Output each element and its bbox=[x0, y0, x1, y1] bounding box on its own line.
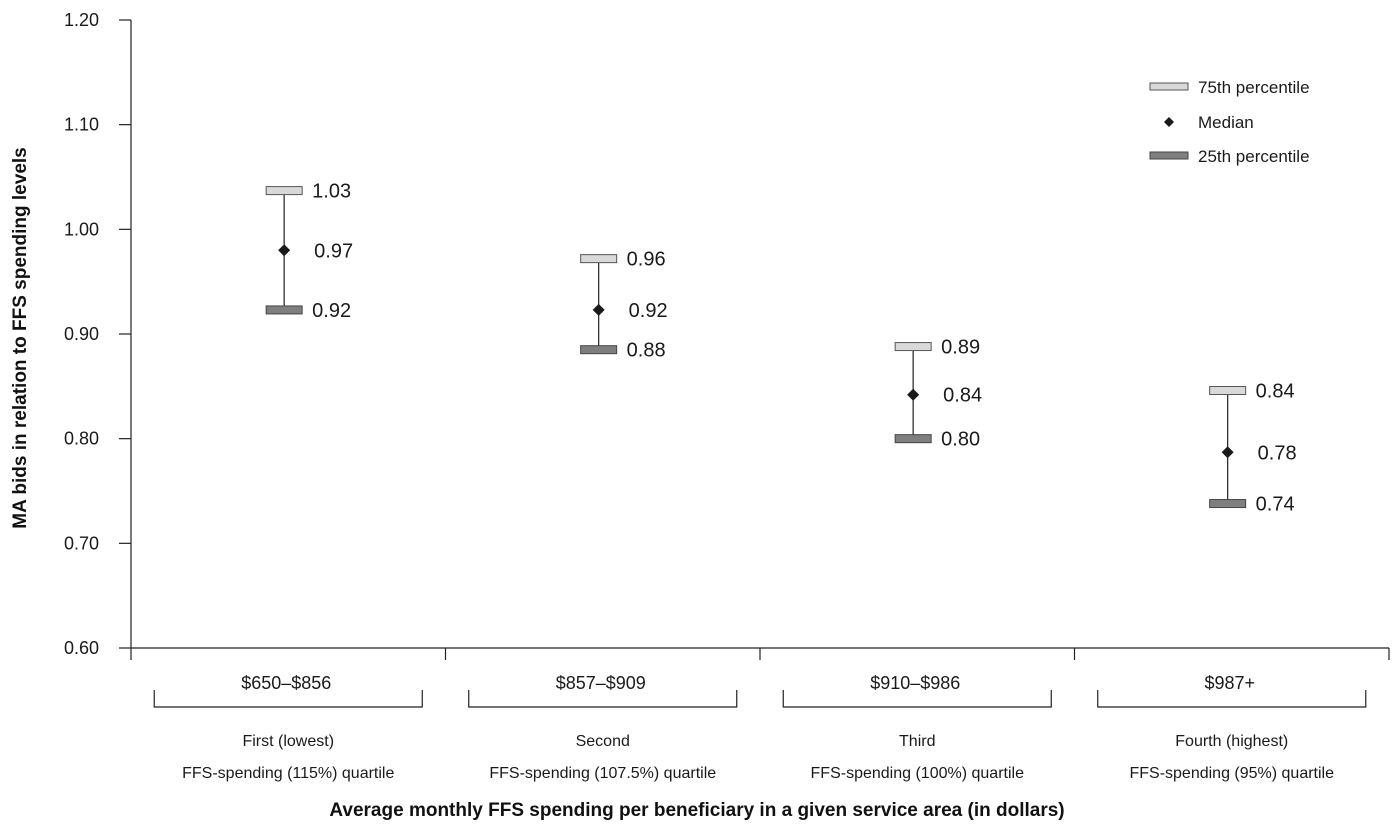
category-detail-label: FFS-spending (95%) quartile bbox=[1129, 765, 1334, 782]
category-bracket bbox=[1097, 690, 1367, 708]
y-tick-label: 0.90 bbox=[64, 324, 99, 344]
category-group: 0.89 0.84 0.80 $910–$986 Third FFS-spending (… bbox=[782, 337, 1052, 782]
p75-value-label: 0.89 bbox=[941, 337, 980, 359]
category-range-label: $987+ bbox=[1204, 673, 1255, 693]
p25-marker bbox=[894, 434, 932, 444]
category-range-label: $857–$909 bbox=[556, 673, 646, 693]
legend-item-median: Median bbox=[1164, 113, 1254, 132]
category-group: 1.03 0.97 0.92 $650–$856 First (lowest) FFS-s… bbox=[153, 181, 423, 782]
category-quartile-label: Third bbox=[899, 733, 935, 750]
p25-marker bbox=[265, 305, 303, 315]
p75-marker bbox=[1209, 386, 1247, 396]
legend: 75th percentile Median 25th percentile bbox=[1149, 78, 1310, 166]
y-tick-label: 1.20 bbox=[64, 10, 99, 30]
legend-item-p25: 25th percentile bbox=[1149, 147, 1310, 166]
median-marker bbox=[907, 388, 920, 401]
category-bracket bbox=[468, 690, 738, 708]
legend-label: 25th percentile bbox=[1198, 147, 1310, 166]
category-quartile-label: Second bbox=[576, 733, 630, 750]
category-quartile-label: First (lowest) bbox=[242, 733, 334, 750]
legend-p75-swatch bbox=[1149, 82, 1189, 91]
p25-value-label: 0.80 bbox=[941, 429, 980, 451]
y-tick-label: 1.00 bbox=[64, 219, 99, 239]
median-marker bbox=[1221, 446, 1234, 459]
category-detail-label: FFS-spending (115%) quartile bbox=[182, 765, 394, 782]
legend-label: Median bbox=[1198, 113, 1254, 132]
p75-value-label: 1.03 bbox=[312, 181, 351, 203]
y-tick-label: 1.10 bbox=[64, 115, 99, 135]
y-tick-label: 0.70 bbox=[64, 533, 99, 553]
legend-p25-swatch bbox=[1149, 151, 1189, 160]
p75-value-label: 0.96 bbox=[627, 249, 666, 271]
p75-value-label: 0.84 bbox=[1256, 381, 1295, 403]
p25-value-label: 0.74 bbox=[1256, 494, 1295, 516]
p25-value-label: 0.92 bbox=[312, 300, 351, 322]
median-value-label: 0.78 bbox=[1258, 442, 1297, 464]
p25-marker bbox=[1209, 499, 1247, 509]
median-marker bbox=[592, 303, 605, 316]
legend-median-swatch bbox=[1164, 117, 1174, 127]
p25-value-label: 0.88 bbox=[627, 340, 666, 362]
median-value-label: 0.97 bbox=[314, 240, 353, 262]
y-tick-label: 0.60 bbox=[64, 638, 99, 658]
category-range-label: $910–$986 bbox=[870, 673, 960, 693]
y-tick-label: 0.80 bbox=[64, 429, 99, 449]
median-value-label: 0.84 bbox=[943, 385, 982, 407]
y-axis-title: MA bids in relation to FFS spending leve… bbox=[10, 147, 31, 528]
category-detail-label: FFS-spending (107.5%) quartile bbox=[489, 765, 716, 782]
x-axis-title: Average monthly FFS spending per benefic… bbox=[329, 800, 1064, 821]
median-marker bbox=[278, 244, 291, 257]
axes: 0.60 0.70 0.80 0.90 1.00 1.10 1.20 bbox=[64, 10, 1390, 660]
p75-marker bbox=[894, 342, 932, 352]
category-bracket bbox=[782, 690, 1052, 708]
category-quartile-label: Fourth (highest) bbox=[1175, 733, 1288, 750]
p25-marker bbox=[580, 345, 618, 355]
chart-marks: 1.03 0.97 0.92 $650–$856 First (lowest) FFS-s… bbox=[153, 181, 1367, 782]
category-detail-label: FFS-spending (100%) quartile bbox=[811, 765, 1025, 782]
p75-marker bbox=[580, 254, 618, 264]
p75-marker bbox=[265, 186, 303, 196]
legend-label: 75th percentile bbox=[1198, 78, 1310, 97]
legend-item-p75: 75th percentile bbox=[1149, 78, 1310, 97]
category-group: 0.96 0.92 0.88 $857–$909 Second FFS-spending … bbox=[468, 249, 738, 782]
category-bracket bbox=[153, 690, 423, 708]
category-range-label: $650–$856 bbox=[241, 673, 331, 693]
category-group: 0.84 0.78 0.74 $987+ Fourth (highest) FFS-spe… bbox=[1097, 381, 1367, 782]
median-value-label: 0.92 bbox=[629, 300, 668, 322]
